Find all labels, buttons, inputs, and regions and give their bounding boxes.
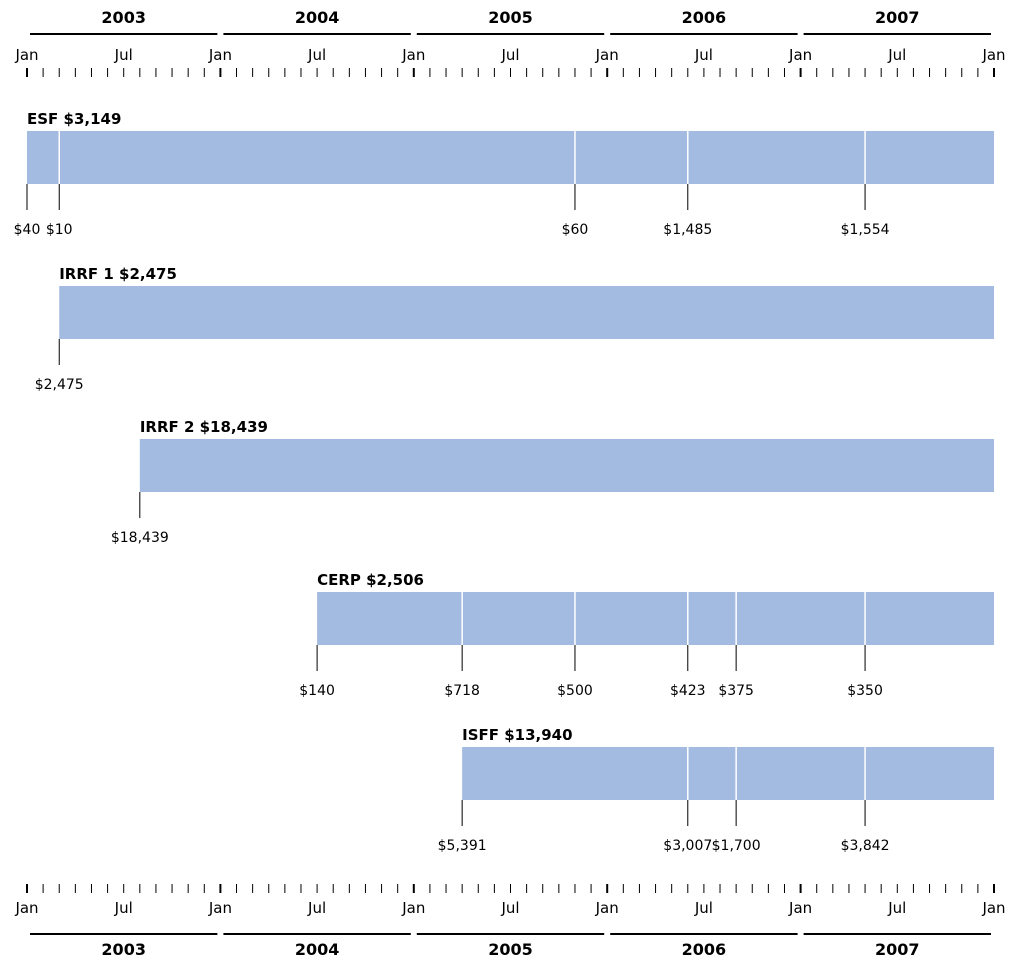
month-label: Jul — [500, 899, 519, 917]
month-label: Jan — [595, 46, 619, 64]
month-label: Jan — [981, 899, 1005, 917]
top-time-axis: 2003 2004 2005 2006 2007 Jan Jul Jan Jul Jan Jul Ja… — [14, 8, 1006, 77]
segment-amount: $1,700 — [712, 838, 761, 854]
year-label: 2006 — [682, 940, 727, 959]
month-label: Jan — [981, 46, 1005, 64]
year-label: 2004 — [295, 8, 340, 27]
fund-bars: ESF $3,149 $40 $10 $60 $1,485 $1,554 IRRF 1 $2… — [14, 110, 995, 854]
fund-label: ISFF $13,940 — [462, 726, 572, 744]
fund-bar — [317, 592, 995, 645]
fund-bar — [27, 131, 994, 184]
fund-row: ISFF $13,940 $5,391 $3,007 $1,700 $3,842 — [438, 726, 994, 854]
month-label: Jan — [788, 46, 812, 64]
month-label: Jan — [401, 899, 425, 917]
segment-amount: $5,391 — [438, 838, 487, 854]
month-label: Jul — [694, 899, 713, 917]
month-label: Jul — [500, 46, 519, 64]
month-label: Jan — [788, 899, 812, 917]
month-label: Jan — [208, 46, 232, 64]
segment-amount: $40 — [14, 222, 41, 238]
segment-amount: $3,007 — [663, 838, 712, 854]
segment-amount: $423 — [670, 683, 706, 699]
month-label: Jul — [887, 899, 906, 917]
fund-label: ESF $3,149 — [27, 110, 121, 128]
month-label: Jul — [694, 46, 713, 64]
fund-label: IRRF 1 $2,475 — [59, 265, 177, 283]
fund-row: IRRF 1 $2,475 $2,475 — [35, 265, 994, 393]
year-label: 2005 — [488, 940, 533, 959]
year-label: 2003 — [101, 940, 146, 959]
year-label: 2006 — [682, 8, 727, 27]
month-label: Jul — [114, 899, 133, 917]
segment-amount: $3,842 — [841, 838, 890, 854]
fund-bar — [462, 747, 994, 800]
segment-amount: $18,439 — [111, 530, 169, 546]
fund-row: IRRF 2 $18,439 $18,439 — [111, 418, 995, 546]
segment-amount: $1,485 — [663, 222, 712, 238]
segment-amount: $60 — [562, 222, 589, 238]
year-label: 2004 — [295, 940, 340, 959]
fund-row: ESF $3,149 $40 $10 $60 $1,485 $1,554 — [14, 110, 994, 238]
fund-bar — [59, 286, 994, 339]
segment-amount: $1,554 — [841, 222, 890, 238]
month-label: Jul — [887, 46, 906, 64]
segment-amount: $350 — [847, 683, 883, 699]
segment-amount: $718 — [444, 683, 480, 699]
segment-amount: $10 — [46, 222, 73, 238]
segment-amount: $375 — [718, 683, 754, 699]
month-label: Jan — [401, 46, 425, 64]
fund-label: IRRF 2 $18,439 — [140, 418, 268, 436]
bottom-time-axis: 2003 2004 2005 2006 2007 Jan Jul Jan Jul Jan Jul Ja… — [14, 884, 1006, 959]
month-label: Jan — [14, 46, 38, 64]
month-label: Jan — [208, 899, 232, 917]
month-label: Jul — [307, 46, 326, 64]
year-label: 2003 — [101, 8, 146, 27]
segment-amount: $2,475 — [35, 377, 84, 393]
fund-label: CERP $2,506 — [317, 571, 424, 589]
fund-bar — [139, 439, 995, 492]
segment-amount: $140 — [299, 683, 335, 699]
year-label: 2007 — [875, 940, 920, 959]
segment-amount: $500 — [557, 683, 593, 699]
year-label: 2005 — [488, 8, 533, 27]
year-label: 2007 — [875, 8, 920, 27]
fund-row: CERP $2,506 $140 $718 $500 $423 $375 $350 — [299, 571, 995, 699]
month-label: Jan — [14, 899, 38, 917]
month-label: Jul — [114, 46, 133, 64]
month-label: Jul — [307, 899, 326, 917]
month-label: Jan — [595, 899, 619, 917]
